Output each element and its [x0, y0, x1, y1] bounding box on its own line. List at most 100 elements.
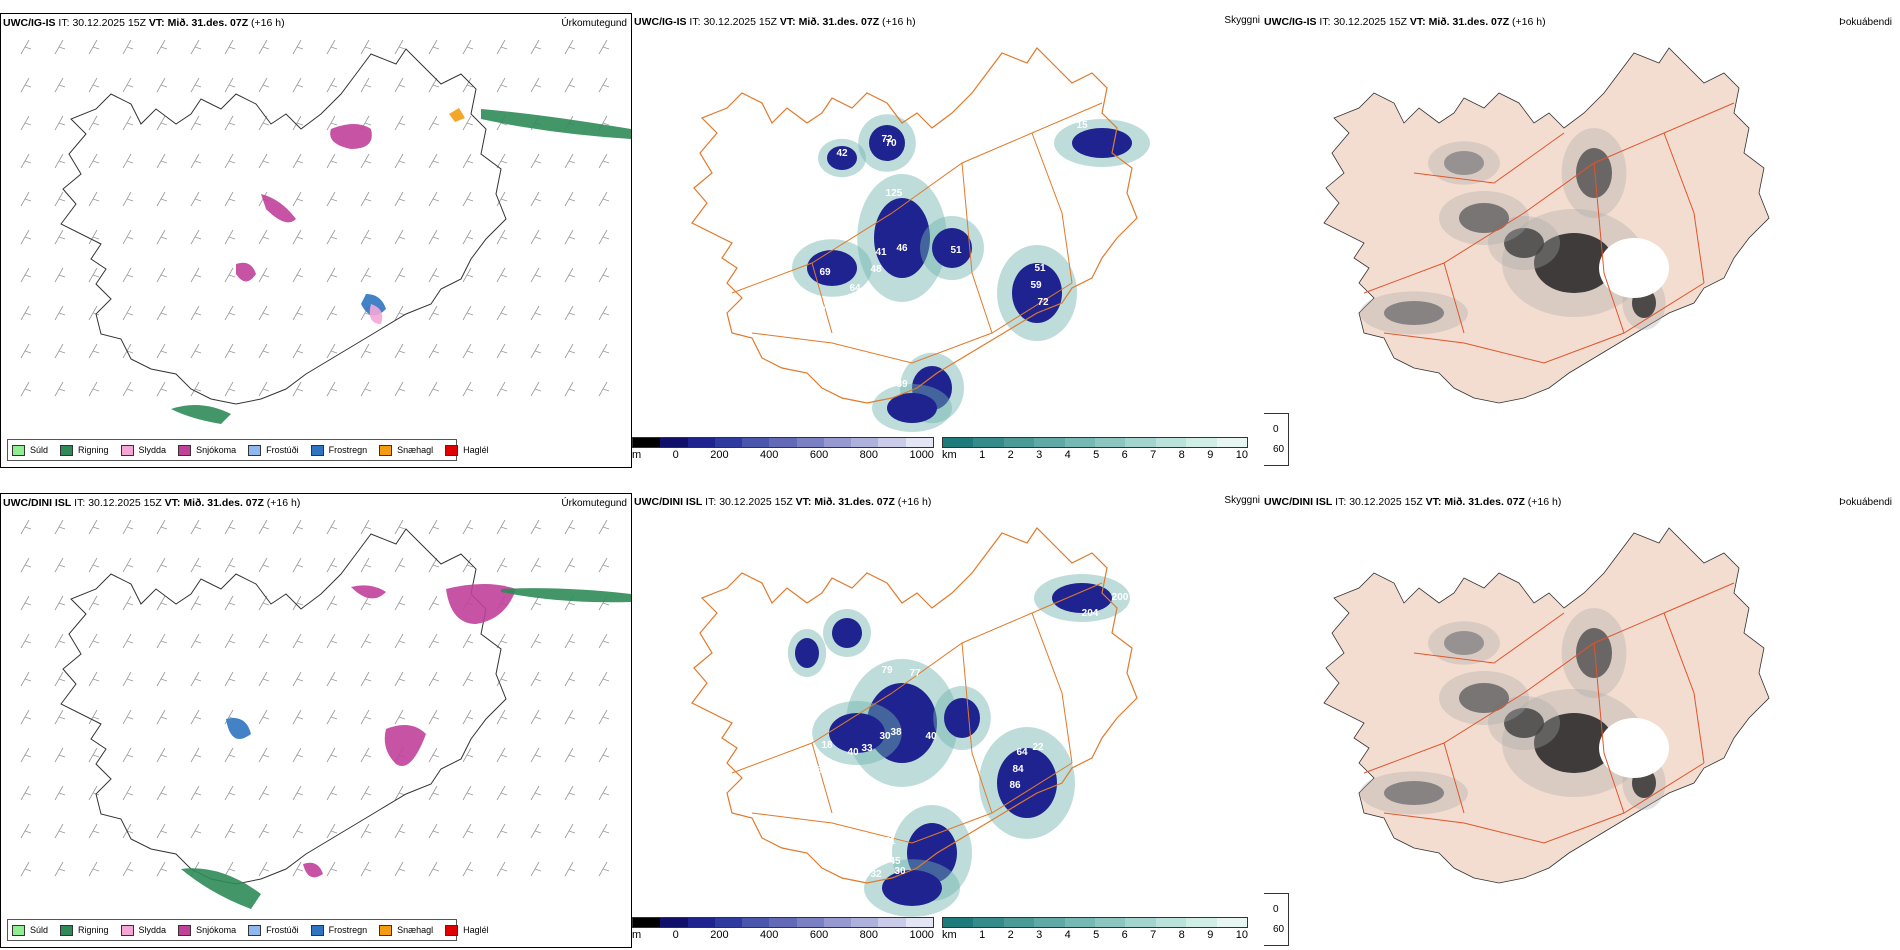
wind-barb: [88, 381, 100, 397]
precip-area: [446, 584, 516, 624]
colorbar-segment: [1216, 918, 1248, 927]
wind-barb: [54, 861, 66, 877]
wind-barb: [462, 153, 474, 169]
wind-barb: [530, 823, 542, 839]
visibility-value-label: 125: [886, 188, 903, 199]
wind-barb: [190, 305, 202, 321]
wind-barb: [122, 557, 134, 573]
road: [1663, 132, 1705, 284]
visibility-value-label: 40: [925, 731, 937, 742]
wind-barb: [88, 153, 100, 169]
colorbar-segment: [943, 438, 974, 447]
wind-barb: [156, 305, 168, 321]
visibility-value-label: 84: [1012, 764, 1024, 775]
colorbar-tick: 10: [1235, 929, 1248, 941]
elevation-colorbar: m 0 200 400 600 800 1000: [632, 437, 934, 461]
elevated-terrain-area: [869, 125, 905, 161]
elevated-terrain-area: [832, 618, 862, 648]
wind-barb: [462, 305, 474, 321]
legend-swatch: [12, 444, 25, 456]
colorbar-tick: 200: [710, 449, 729, 461]
colorbar-tick: 3: [1036, 929, 1043, 941]
legend-swatch: [248, 924, 262, 936]
wind-barb: [292, 823, 304, 839]
wind-barb: [428, 823, 440, 839]
fog-area-dense: [1504, 228, 1544, 258]
colorbar-tick: 9: [1207, 929, 1214, 941]
colorbar-tick: 800: [859, 929, 878, 941]
wind-barb: [190, 343, 202, 359]
fog-legend-item: 0: [1264, 901, 1284, 918]
wind-barb: [530, 747, 542, 763]
roads: [731, 582, 1103, 844]
visibility-value-label: 17: [846, 802, 858, 813]
colorbar-segment: [1003, 918, 1035, 927]
wind-barb: [428, 633, 440, 649]
legend-swatch: [120, 924, 134, 936]
wind-barb: [462, 115, 474, 131]
wind-barb: [360, 709, 372, 725]
wind-barb: [598, 861, 610, 877]
wind-barb: [360, 633, 372, 649]
wind-barb: [326, 267, 338, 283]
wind-barb: [88, 39, 100, 55]
wind-barb: [292, 557, 304, 573]
wind-barb: [20, 671, 32, 687]
wind-barb: [428, 557, 440, 573]
colorbar-tick: 9: [1207, 449, 1214, 461]
precip-area: [449, 108, 465, 122]
wind-barb: [598, 39, 610, 55]
visibility-value-label: 51: [884, 836, 896, 847]
visibility-areas: [787, 574, 1130, 917]
wind-barb: [54, 229, 66, 245]
precip-legend-item: Frostregn: [310, 444, 367, 456]
road: [1593, 162, 1625, 334]
wind-barb: [496, 381, 508, 397]
wind-barb: [326, 343, 338, 359]
colorbar-segment: [660, 438, 688, 447]
wind-barb: [224, 39, 236, 55]
visibility-value-label: 39: [896, 379, 908, 390]
elevated-terrain-area: [932, 228, 972, 268]
wind-barb: [428, 153, 440, 169]
visibility-value-label: 70: [885, 138, 897, 149]
wind-barb: [258, 381, 270, 397]
visibility-value-label: 57: [816, 765, 828, 776]
wind-barb: [360, 39, 372, 55]
wind-barb: [156, 785, 168, 801]
wind-barb: [224, 343, 236, 359]
wind-barb: [462, 861, 474, 877]
visibility-value-label: 46: [896, 243, 908, 254]
colorbar-segment: [1186, 918, 1217, 927]
legend-label: Súld: [30, 925, 49, 935]
fog-area-dense: [1444, 631, 1484, 655]
precip-area: [303, 862, 323, 878]
colorbar-tick: 1000: [909, 449, 934, 461]
wind-barb: [530, 153, 542, 169]
elevation-colorbar: m 0 200 400 600 800 1000: [632, 917, 934, 941]
wind-barb: [122, 861, 134, 877]
elevated-terrain-area: [887, 393, 937, 423]
wind-barb: [258, 267, 270, 283]
visibility-value-label: 64: [1016, 747, 1028, 758]
wind-barb: [394, 595, 406, 611]
colorbar-segment: [660, 918, 688, 927]
wind-barb: [598, 823, 610, 839]
wind-barb: [598, 381, 610, 397]
wind-barb: [258, 77, 270, 93]
colorbar-tick: 8: [1178, 929, 1185, 941]
road: [751, 762, 1073, 844]
wind-barb: [224, 823, 236, 839]
wind-barb: [54, 633, 66, 649]
wind-barb: [292, 305, 304, 321]
colorbar-segment: [1034, 438, 1065, 447]
wind-barb: [326, 381, 338, 397]
wind-barb: [258, 519, 270, 535]
colorbar-segment: [851, 918, 879, 927]
wind-barb: [530, 785, 542, 801]
visibility-value-label: 51: [950, 245, 962, 256]
wind-barb: [360, 557, 372, 573]
visibility-value-label: 45: [889, 856, 901, 867]
colorbar-segment: [1155, 438, 1187, 447]
